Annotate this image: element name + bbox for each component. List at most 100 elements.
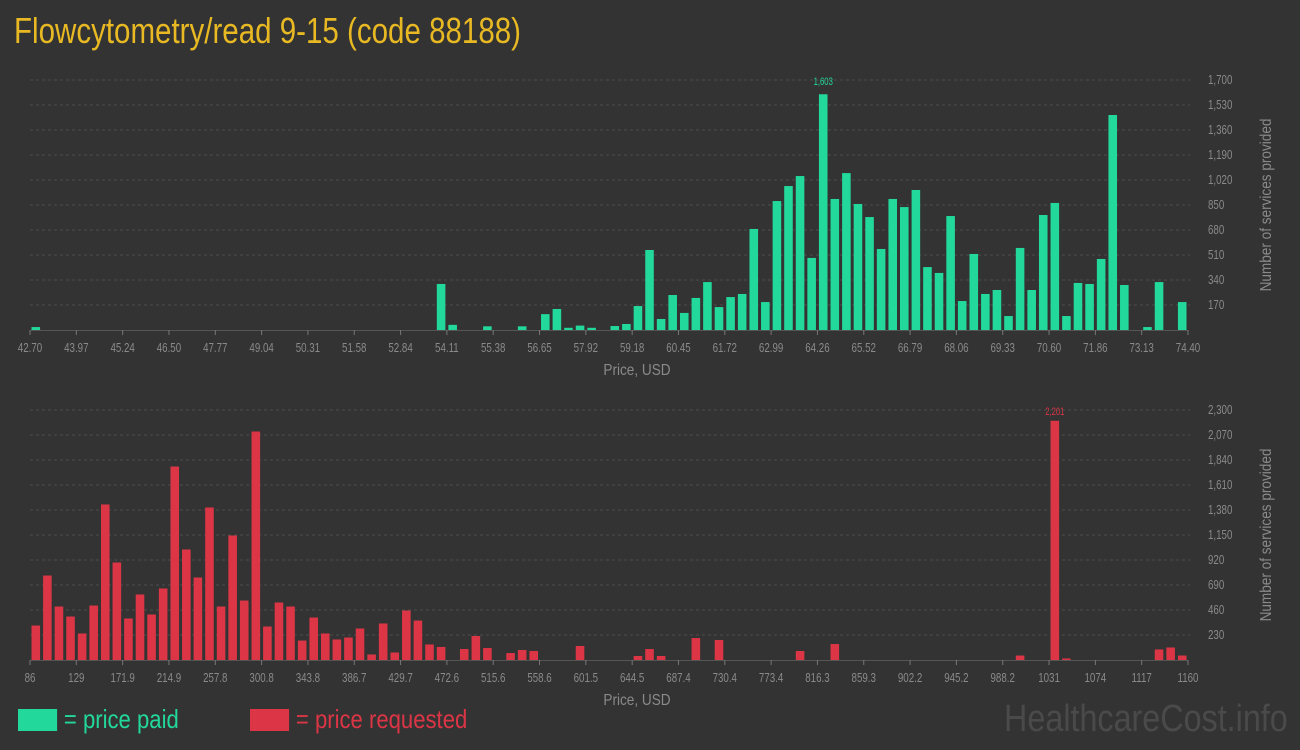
x-tick-label: 74.40 bbox=[1176, 342, 1200, 356]
x-axis-label: Price, USD bbox=[603, 692, 670, 709]
bar bbox=[1038, 215, 1048, 330]
bar bbox=[691, 638, 701, 660]
x-tick-label: 816.3 bbox=[805, 672, 829, 686]
y-tick-label: 1,530 bbox=[1208, 99, 1232, 113]
bar bbox=[425, 644, 434, 660]
x-tick-label: 171.9 bbox=[110, 672, 134, 686]
bar bbox=[1015, 655, 1025, 660]
bar bbox=[703, 282, 712, 330]
bar bbox=[691, 297, 701, 330]
bar bbox=[321, 633, 330, 660]
bar bbox=[1050, 202, 1060, 330]
bar bbox=[934, 272, 944, 330]
y-tick-label: 2,070 bbox=[1208, 429, 1232, 443]
legend-label-requested: = price requested bbox=[295, 704, 468, 734]
x-tick-label: 45.24 bbox=[110, 342, 135, 356]
x-tick-label: 52.84 bbox=[388, 342, 413, 356]
x-tick-label: 59.18 bbox=[620, 342, 644, 356]
bar bbox=[633, 655, 643, 660]
y-tick-label: 690 bbox=[1208, 579, 1224, 593]
bar bbox=[1154, 649, 1164, 660]
y-tick-label: 1,380 bbox=[1208, 504, 1232, 518]
x-tick-label: 1031 bbox=[1038, 672, 1060, 686]
bar bbox=[517, 650, 527, 660]
bar bbox=[714, 640, 724, 660]
x-tick-label: 54.11 bbox=[435, 342, 459, 356]
bar bbox=[1143, 327, 1152, 330]
bar bbox=[77, 633, 87, 660]
bar bbox=[54, 606, 64, 660]
bar bbox=[1015, 247, 1025, 330]
bar bbox=[726, 297, 735, 330]
bar bbox=[853, 203, 863, 330]
bar bbox=[529, 650, 539, 660]
x-tick-label: 68.06 bbox=[944, 342, 968, 356]
bar bbox=[645, 250, 654, 330]
bar bbox=[483, 648, 492, 660]
y-tick-label: 850 bbox=[1208, 199, 1224, 213]
bar bbox=[448, 324, 457, 330]
bar bbox=[1062, 658, 1071, 660]
bar bbox=[436, 646, 446, 660]
x-tick-label: 730.4 bbox=[713, 672, 738, 686]
bar bbox=[842, 173, 851, 330]
bar bbox=[1085, 283, 1094, 330]
bar bbox=[31, 625, 41, 660]
bar bbox=[737, 293, 747, 330]
bar bbox=[900, 207, 909, 330]
x-tick-label: 73.13 bbox=[1129, 342, 1153, 356]
y-tick-label: 1,020 bbox=[1208, 174, 1232, 188]
x-tick-label: 55.38 bbox=[481, 342, 505, 356]
y-tick-label: 1,840 bbox=[1208, 454, 1232, 468]
y-tick-label: 460 bbox=[1208, 604, 1224, 618]
bar bbox=[714, 307, 724, 330]
x-tick-label: 86 bbox=[25, 672, 36, 686]
bar bbox=[1154, 282, 1164, 330]
bar bbox=[784, 186, 793, 330]
x-tick-label: 49.04 bbox=[249, 342, 274, 356]
x-tick-label: 257.8 bbox=[203, 672, 227, 686]
x-tick-label: 644.5 bbox=[620, 672, 644, 686]
legend-swatch-requested bbox=[250, 708, 290, 731]
bar bbox=[459, 649, 469, 660]
bar bbox=[402, 610, 411, 660]
bar bbox=[100, 504, 110, 660]
x-tick-label: 343.8 bbox=[296, 672, 320, 686]
x-tick-label: 859.3 bbox=[852, 672, 876, 686]
bar bbox=[158, 588, 168, 660]
bar bbox=[992, 290, 1002, 330]
x-tick-label: 300.8 bbox=[249, 672, 273, 686]
y-tick-label: 340 bbox=[1208, 274, 1224, 288]
x-tick-label: 988.2 bbox=[991, 672, 1015, 686]
bar bbox=[43, 575, 52, 660]
bar bbox=[274, 602, 284, 660]
bar bbox=[656, 318, 666, 330]
bar bbox=[749, 228, 759, 330]
bar bbox=[1062, 316, 1071, 330]
x-tick-label: 42.70 bbox=[18, 342, 42, 356]
bar bbox=[413, 620, 423, 660]
bar bbox=[297, 640, 307, 660]
bar bbox=[390, 652, 400, 660]
x-tick-label: 56.65 bbox=[527, 342, 551, 356]
x-tick-label: 1074 bbox=[1085, 672, 1107, 686]
bar bbox=[552, 308, 562, 330]
bar bbox=[830, 198, 840, 330]
bar bbox=[795, 650, 805, 660]
bar bbox=[483, 326, 492, 330]
x-tick-label: 69.33 bbox=[991, 342, 1015, 356]
x-tick-label: 558.6 bbox=[527, 672, 551, 686]
bar bbox=[645, 649, 654, 660]
y-tick-label: 920 bbox=[1208, 554, 1224, 568]
bar bbox=[679, 312, 689, 330]
y-tick-label: 1,190 bbox=[1208, 149, 1232, 163]
bar bbox=[89, 605, 98, 660]
x-tick-label: 1117 bbox=[1132, 672, 1152, 686]
max-value-label: 1,603 bbox=[814, 76, 833, 89]
legend-requested: = price requested bbox=[250, 704, 467, 735]
bar bbox=[239, 600, 249, 660]
max-value-label: 2,201 bbox=[1045, 406, 1064, 419]
bar bbox=[66, 616, 75, 660]
bar bbox=[147, 614, 156, 660]
y-axis-label: Number of services provided bbox=[1258, 119, 1275, 292]
